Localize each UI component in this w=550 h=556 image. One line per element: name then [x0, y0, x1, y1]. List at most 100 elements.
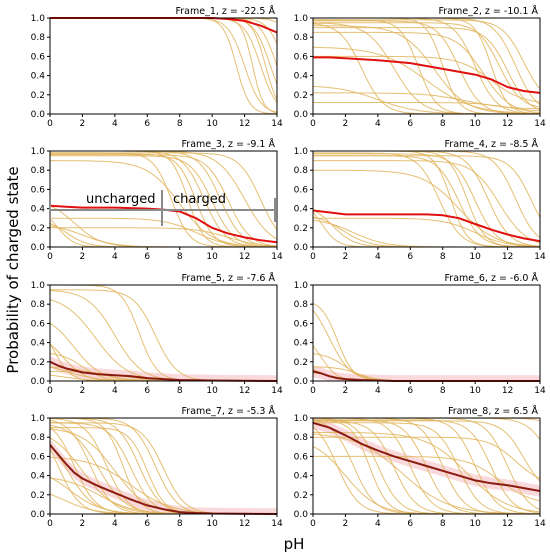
x-tick-label: 10 — [469, 386, 481, 396]
x-tick-label: 12 — [239, 119, 250, 129]
plot-frame — [312, 17, 541, 115]
y-tick-label: 0.2 — [31, 491, 45, 501]
titration-curve-11 — [50, 154, 277, 247]
charged-label: charged — [173, 192, 226, 207]
titration-curve-11 — [313, 160, 540, 244]
x-tick-label: 2 — [80, 119, 86, 129]
panel-frame-8: 0 2 4 6 8 10 12 14 0.0 0.2 0.4 0.6 0.8 1.0 Frame_8, z … — [294, 405, 546, 529]
panel-title: Frame_5, z = -7.6 Å — [182, 272, 276, 284]
x-tick-label: 10 — [206, 519, 218, 529]
titration-curve-15 — [50, 217, 277, 248]
mean-curve — [313, 421, 540, 492]
y-tick-label: 0.0 — [294, 510, 309, 520]
y-tick-label: 0.6 — [294, 452, 309, 462]
x-tick-label: 14 — [534, 252, 546, 262]
y-tick-label: 0.6 — [294, 319, 309, 329]
x-tick-label: 12 — [502, 119, 513, 129]
titration-curve-3 — [50, 17, 277, 114]
plot-area — [313, 150, 540, 248]
panel-title: Frame_2, z = -10.1 Å — [438, 5, 538, 17]
y-tick-label: 0.0 — [31, 110, 46, 120]
x-tick-label: 8 — [440, 119, 446, 129]
x-tick-label: 2 — [343, 386, 349, 396]
y-tick-label: 1.0 — [31, 147, 46, 157]
mean-curve — [313, 209, 540, 243]
x-tick-label: 10 — [469, 119, 481, 129]
x-tick-label: 6 — [407, 119, 413, 129]
x-tick-label: 0 — [310, 119, 316, 129]
titration-curve-2 — [313, 302, 540, 382]
x-tick-label: 8 — [177, 119, 183, 129]
y-tick-label: 0.0 — [31, 243, 46, 253]
x-tick-label: 10 — [206, 386, 218, 396]
y-tick-label: 0.2 — [31, 91, 45, 101]
titration-curve-14 — [50, 160, 277, 248]
mean-curve — [50, 204, 277, 244]
frame3-annotation: uncharged charged — [49, 190, 277, 226]
x-tick-label: 12 — [239, 252, 250, 262]
y-tick-label: 0.0 — [31, 377, 46, 387]
titration-curve-13 — [313, 19, 540, 90]
y-tick-label: 0.8 — [31, 166, 46, 176]
y-tick-label: 0.2 — [294, 491, 308, 501]
titration-curve-19 — [313, 436, 540, 479]
x-tick-label: 4 — [375, 252, 381, 262]
titration-curve-7 — [50, 284, 277, 382]
x-tick-label: 6 — [144, 519, 150, 529]
x-tick-label: 14 — [271, 519, 283, 529]
titration-curve-6 — [313, 20, 540, 115]
titration-curve-11 — [313, 419, 540, 514]
plot-area — [50, 417, 277, 515]
titration-curve-10 — [50, 150, 277, 247]
plot-area — [313, 417, 540, 515]
y-tick-label: 0.8 — [294, 433, 309, 443]
y-tick-label: 0.4 — [31, 472, 46, 482]
y-tick-label: 0.0 — [294, 377, 309, 387]
panel-frame-7: 0 2 4 6 8 10 12 14 0.0 0.2 0.4 0.6 0.8 1.0 Frame_7, z … — [31, 405, 283, 529]
x-tick-label: 12 — [502, 519, 513, 529]
x-tick-label: 12 — [239, 386, 250, 396]
x-tick-label: 10 — [469, 252, 481, 262]
plot-area — [313, 302, 540, 382]
y-tick-label: 0.6 — [294, 52, 309, 62]
y-tick-label: 0.2 — [31, 224, 45, 234]
panel-title: Frame_3, z = -9.1 Å — [182, 138, 276, 150]
x-tick-label: 4 — [375, 119, 381, 129]
titration-curve-11 — [313, 27, 540, 111]
mean-curve — [50, 17, 277, 34]
titration-curve-6 — [313, 150, 540, 248]
x-tick-label: 0 — [47, 519, 53, 529]
y-tick-label: 0.6 — [31, 452, 46, 462]
panel-frame-6: 0 2 4 6 8 10 12 14 0.0 0.2 0.4 0.6 0.8 1.0 Frame_6, z … — [294, 272, 546, 396]
titration-curve-13 — [313, 155, 540, 218]
titration-curve-7 — [50, 17, 277, 67]
x-tick-label: 6 — [407, 252, 413, 262]
y-tick-label: 0.4 — [31, 205, 46, 215]
x-tick-label: 14 — [534, 519, 546, 529]
y-tick-label: 0.4 — [294, 339, 309, 349]
x-tick-label: 12 — [239, 519, 250, 529]
x-tick-label: 8 — [177, 519, 183, 529]
x-tick-label: 2 — [343, 119, 349, 129]
titration-curve-8 — [313, 150, 540, 248]
y-tick-label: 0.0 — [294, 243, 309, 253]
panel-frame-4: 0 2 4 6 8 10 12 14 0.0 0.2 0.4 0.6 0.8 1.0 Frame_4, z … — [294, 138, 546, 262]
plot-frame — [49, 284, 278, 382]
x-tick-label: 6 — [407, 519, 413, 529]
titration-curve-18 — [313, 433, 540, 515]
x-tick-label: 10 — [206, 119, 218, 129]
y-tick-label: 1.0 — [31, 281, 46, 291]
titration-curve-17 — [313, 455, 540, 502]
y-tick-label: 0.4 — [31, 339, 46, 349]
titration-curve-5 — [50, 152, 277, 248]
titration-curve-8 — [313, 31, 540, 114]
uncharged-label: uncharged — [86, 192, 155, 207]
x-tick-label: 0 — [47, 252, 53, 262]
x-tick-label: 2 — [80, 252, 86, 262]
plot-frame — [312, 150, 541, 248]
titration-curve-10 — [313, 22, 540, 108]
x-tick-label: 0 — [47, 119, 53, 129]
y-tick-label: 0.8 — [294, 300, 309, 310]
x-tick-label: 6 — [407, 386, 413, 396]
